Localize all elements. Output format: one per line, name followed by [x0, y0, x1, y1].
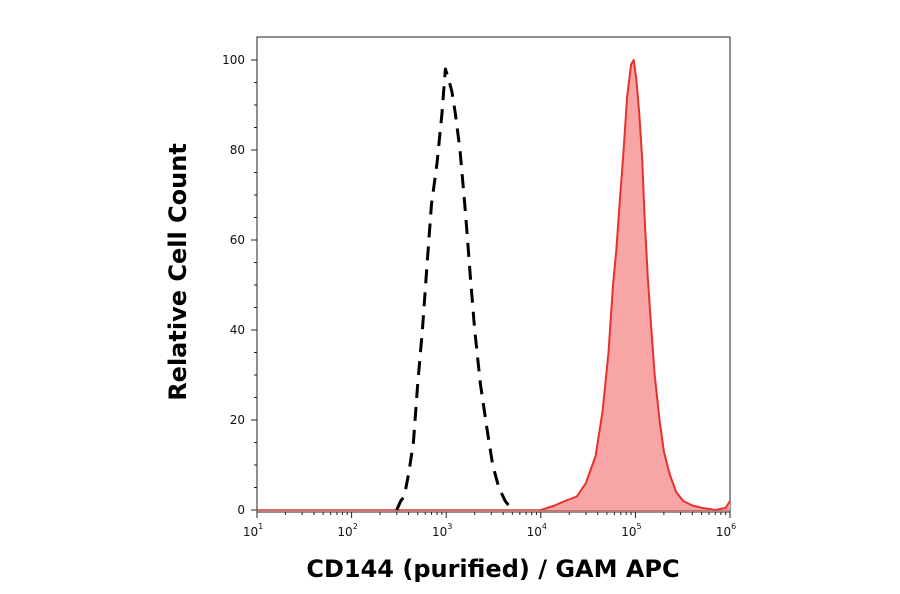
x-tick-base: 10 [621, 525, 636, 539]
x-tick-base: 10 [432, 525, 447, 539]
x-tick-base: 10 [337, 525, 352, 539]
series-line-1 [540, 59, 731, 511]
x-tick-base: 10 [527, 525, 542, 539]
x-tick-base: 10 [716, 525, 731, 539]
x-tick-label: 103 [432, 522, 452, 539]
x-tick-label: 101 [243, 522, 263, 539]
y-axis-label: Relative Cell Count [164, 143, 192, 401]
y-tick-label: 100 [222, 53, 245, 67]
x-tick-label: 102 [337, 522, 357, 539]
y-tick-label: 60 [230, 233, 245, 247]
x-tick-exponent: 5 [636, 522, 641, 531]
x-tick-exponent: 1 [258, 522, 263, 531]
x-tick-exponent: 6 [731, 522, 736, 531]
y-tick-label: 0 [237, 503, 245, 517]
plot-frame [256, 36, 731, 513]
x-tick-exponent: 4 [542, 522, 547, 531]
series-line-0 [395, 67, 514, 511]
x-axis-label: CD144 (purified) / GAM APC [306, 555, 679, 583]
y-tick-label: 80 [230, 143, 245, 157]
y-tick-label: 20 [230, 413, 245, 427]
x-tick-label: 106 [716, 522, 736, 539]
x-tick-label: 104 [527, 522, 547, 539]
series-fill-1 [540, 60, 730, 510]
x-tick-label: 105 [621, 522, 641, 539]
x-tick-exponent: 2 [353, 522, 358, 531]
x-tick-base: 10 [243, 525, 258, 539]
y-tick-label: 40 [230, 323, 245, 337]
x-tick-exponent: 3 [447, 522, 452, 531]
